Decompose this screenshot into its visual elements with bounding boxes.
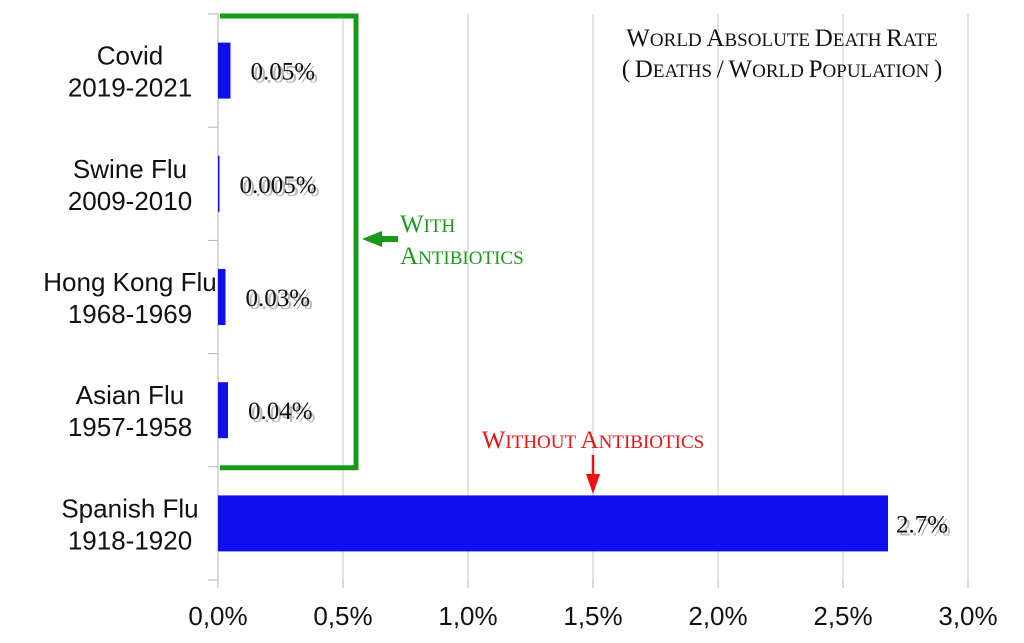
x-tick-label-5: 2,5% xyxy=(813,601,872,631)
value-label-shadow-4: 2.7% xyxy=(899,514,951,541)
with-antibiotics-bracket xyxy=(220,13,359,471)
value-label-shadow-1: 0.005% xyxy=(243,175,320,202)
chart-title: WORLD ABSOLUTE DEATH RATE xyxy=(626,25,937,52)
bar-0 xyxy=(218,42,231,99)
value-label-2: 0.03% xyxy=(246,285,311,312)
value-label-3: 0.04% xyxy=(248,398,313,425)
category-name-0: Covid xyxy=(97,41,163,71)
value-label-1: 0.005% xyxy=(240,172,317,199)
with-antibiotics-label-line1: WITH xyxy=(400,211,456,238)
category-years-1: 2009-2010 xyxy=(68,186,192,216)
category-years-0: 2019-2021 xyxy=(68,73,192,103)
category-years-3: 1957-1958 xyxy=(68,412,192,442)
category-label-4: Spanish Flu 1918-1920 xyxy=(61,493,198,555)
value-label-shadow-0: 0.05% xyxy=(254,62,319,89)
x-tick-label-0: 0,0% xyxy=(188,601,247,631)
x-tick-label-1: 0,5% xyxy=(313,601,372,631)
category-label-3: Asian Flu 1957-1958 xyxy=(68,380,192,442)
x-tick-label-2: 1,0% xyxy=(438,601,497,631)
value-label-4: 2.7% xyxy=(896,511,948,538)
bar-4 xyxy=(218,495,888,552)
without-antibiotics-label: WITHOUT ANTIBIOTICS xyxy=(482,427,704,454)
x-tick-label-3: 1,5% xyxy=(563,601,622,631)
category-years-2: 1968-1969 xyxy=(68,299,192,329)
category-label-2: Hong Kong Flu 1968-1969 xyxy=(43,267,216,329)
with-antibiotics-arrow xyxy=(362,231,398,247)
category-name-3: Asian Flu xyxy=(76,380,184,410)
category-name-4: Spanish Flu xyxy=(61,493,198,523)
with-antibiotics-label-line2: ANTIBIOTICS xyxy=(400,243,524,270)
x-tick-label-6: 3,0% xyxy=(938,601,997,631)
category-label-1: Swine Flu 2009-2010 xyxy=(68,154,192,216)
bar-1 xyxy=(218,155,220,212)
without-antibiotics-arrow-head xyxy=(586,474,600,494)
category-label-0: Covid 2019-2021 xyxy=(68,41,192,103)
bar-3 xyxy=(218,382,228,439)
chart-subtitle: ( DEATHS / WORLD POPULATION ) xyxy=(622,56,943,83)
value-label-0: 0.05% xyxy=(251,59,316,86)
bar-2 xyxy=(218,269,226,325)
category-name-1: Swine Flu xyxy=(73,154,187,184)
value-label-shadow-2: 0.03% xyxy=(249,288,314,315)
category-name-2: Hong Kong Flu xyxy=(43,267,216,297)
value-label-shadow-3: 0.04% xyxy=(251,401,316,428)
category-years-4: 1918-1920 xyxy=(68,525,192,555)
x-tick-label-4: 2,0% xyxy=(688,601,747,631)
